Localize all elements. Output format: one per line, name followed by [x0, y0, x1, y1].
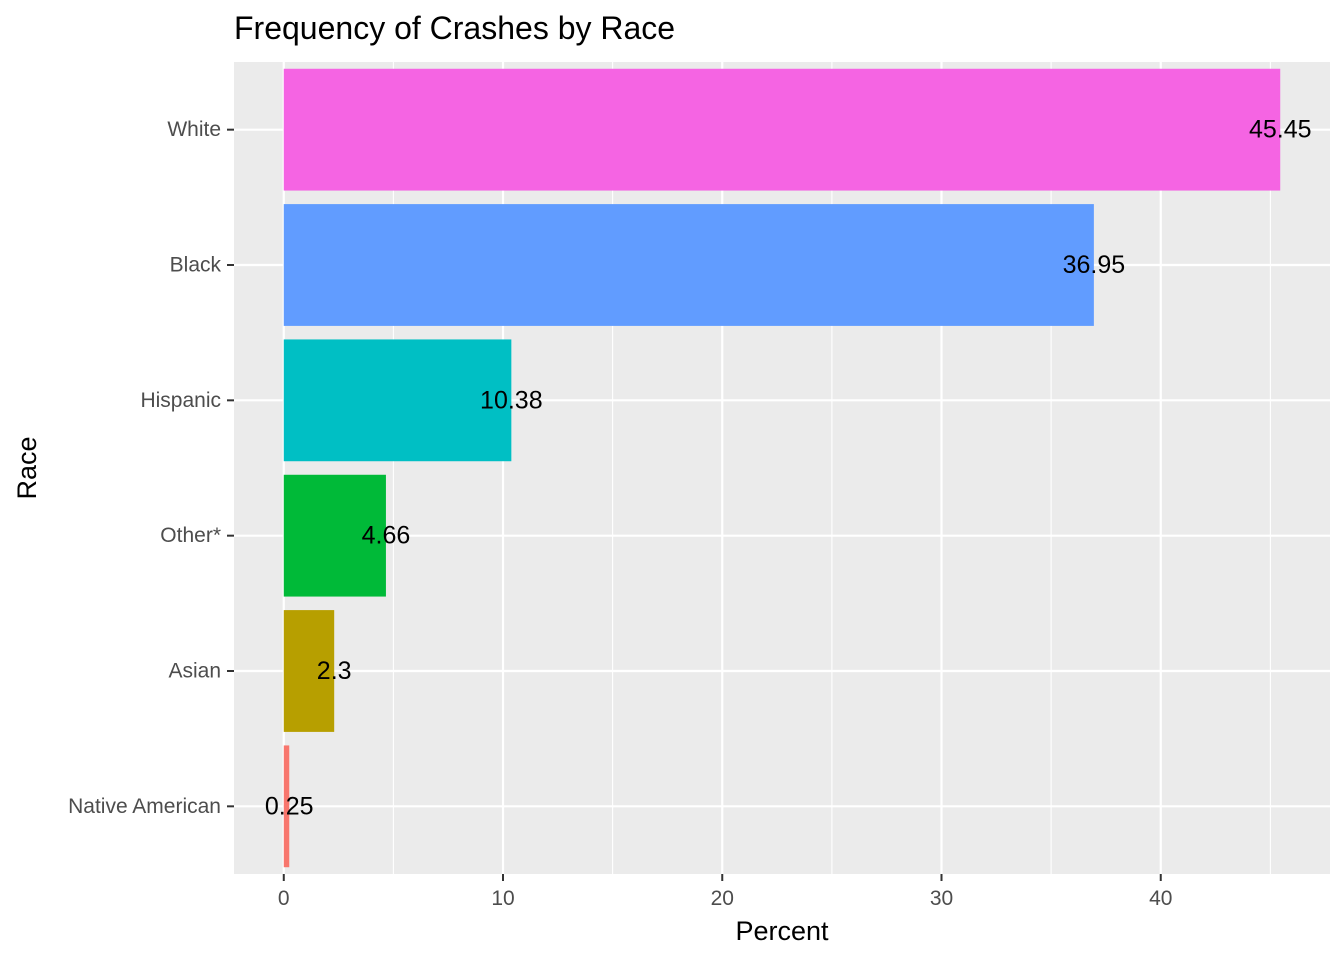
x-tick-label: 40: [1149, 887, 1172, 910]
bar: [283, 474, 386, 597]
bar: [283, 68, 1281, 191]
bars: [283, 68, 1281, 868]
x-tick-label: 20: [711, 887, 734, 910]
bar: [283, 204, 1094, 326]
data-label: 10.38: [480, 386, 543, 414]
data-label: 0.25: [265, 792, 314, 820]
minor-gridlines: [392, 62, 1271, 874]
x-axis-title: Percent: [735, 916, 829, 946]
chart-title: Frequency of Crashes by Race: [234, 10, 675, 46]
plot-panel: [234, 62, 1330, 874]
data-label: 4.66: [362, 522, 411, 550]
y-tick-label: Native American: [68, 795, 221, 818]
x-tick-label: 0: [278, 887, 290, 910]
data-labels: 0.25 2.3 4.66 10.38 36.95 45.45: [265, 116, 1312, 821]
bar: [283, 339, 512, 462]
x-tick-label: 10: [491, 887, 514, 910]
y-tick-label: Hispanic: [140, 389, 221, 412]
bar: [283, 745, 290, 868]
data-label: 2.3: [317, 657, 352, 685]
x-axis: 0 10 20 30 40: [278, 874, 1172, 910]
y-tick-label: Asian: [168, 660, 221, 683]
data-label: 36.95: [1063, 251, 1126, 279]
data-label: 45.45: [1249, 116, 1312, 144]
y-axis: Native American Asian Other* Hispanic Black W…: [68, 118, 234, 818]
y-tick-label: Other*: [160, 524, 221, 547]
y-tick-label: Black: [170, 254, 222, 277]
x-tick-label: 30: [930, 887, 953, 910]
y-tick-label: White: [167, 118, 221, 141]
y-axis-title: Race: [12, 436, 42, 499]
bar: [283, 610, 335, 732]
